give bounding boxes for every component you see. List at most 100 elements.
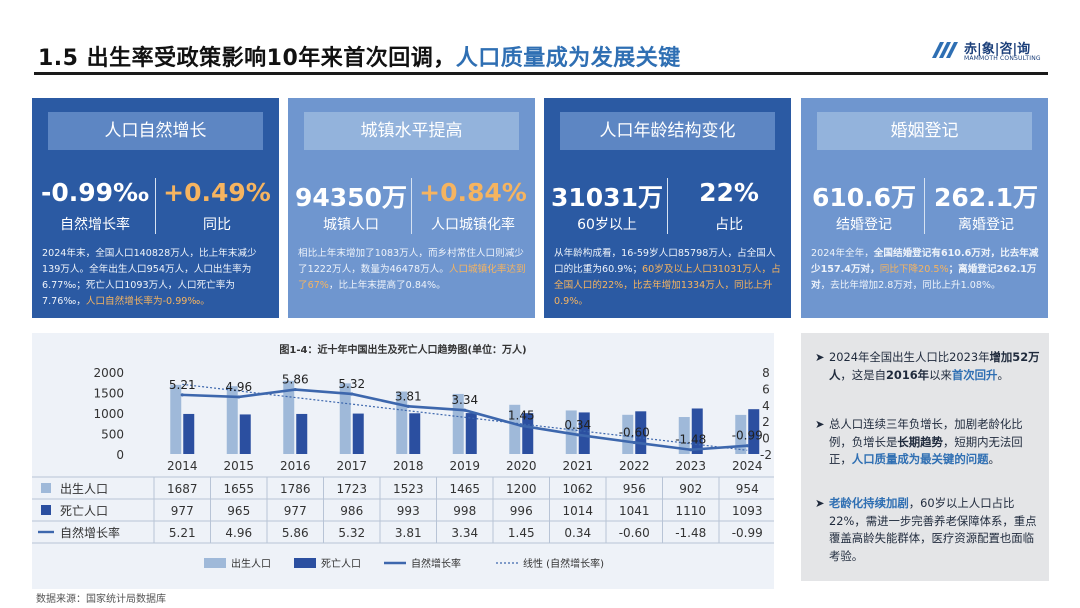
text-segment: 2016年: [885, 367, 930, 382]
table-cell: 5.86: [282, 526, 309, 540]
x-tick-label: 2021: [562, 459, 593, 473]
point-natural-growth-rate: [519, 424, 523, 428]
text-segment: 2024年全国出生人口比2023年: [829, 350, 990, 364]
data-label: 5.32: [338, 377, 365, 391]
data-label: -0.60: [619, 426, 650, 440]
x-tick-label: 2017: [336, 459, 367, 473]
point-natural-growth-rate: [293, 387, 297, 392]
y-left-tick-label: 0: [116, 448, 124, 462]
card-right-label: 离婚登记: [958, 217, 1014, 233]
text-segment: 老龄化持续加剧: [829, 496, 909, 510]
table-cell: 4.96: [225, 526, 252, 540]
card-description: 相比上年末增加了1083万人，而乡村常住人口则减少了1222万人，数量为4647…: [298, 246, 526, 294]
table-cell: 1465: [449, 482, 480, 496]
insight-item: ➤ 2024年全国出生人口比2023年增加52万人，这是自2016年以来首次回升…: [815, 349, 1043, 384]
text-segment: 60岁及以上人口31031万人，占全国人口的22%，比去年增加1334万人，同比…: [554, 264, 781, 307]
bar-births: [735, 414, 747, 454]
table-cell: 1.45: [508, 526, 535, 540]
table-cell: 977: [171, 504, 194, 518]
card-divider: [155, 178, 156, 234]
card-header: 婚姻登记: [817, 112, 1032, 150]
bar-births: [396, 391, 408, 454]
table-cell: 954: [736, 482, 759, 496]
trendline: [182, 383, 748, 451]
card-age-structure: 人口年龄结构变化 31031万 22% 60岁以上 占比 从年龄构成看，16-5…: [544, 98, 791, 318]
bar-deaths: [352, 413, 364, 454]
table-cell: 1062: [562, 482, 593, 496]
text-segment: 人口城镇化率达到了67%: [298, 264, 526, 291]
text-segment: 同比下降20.5%: [879, 264, 949, 275]
table-cell: 1014: [562, 504, 593, 518]
text-segment: 2024年全年，: [811, 248, 874, 259]
table-cell: 1110: [675, 504, 706, 518]
table-cell: 902: [679, 482, 702, 496]
legend-label: 死亡人口: [321, 557, 361, 570]
bar-births: [170, 384, 182, 454]
bar-deaths: [522, 413, 534, 454]
table-cell: 0.34: [564, 526, 591, 540]
card-left-label: 60岁以上: [577, 217, 637, 233]
text-segment: ，短期内无法回正，: [829, 434, 1023, 467]
table-cell: 1041: [619, 504, 650, 518]
card-divider: [667, 178, 668, 234]
chart-panel: 图1-4：近十年中国出生及死亡人口趋势图(单位：万人) 0 500 1000 1500 2…: [32, 333, 774, 589]
card-urbanization: 城镇水平提高 94350万 +0.84% 城镇人口 人口城镇化率 相比上年末增加…: [288, 98, 535, 318]
text-segment: ，60岁以上人口占比22%，需进一步完善养老保障体系，重点覆盖高龄失能群体，医疗…: [829, 496, 1037, 563]
table-cell: 1687: [167, 482, 198, 496]
point-natural-growth-rate: [576, 433, 580, 437]
bar-births: [452, 393, 464, 454]
card-divider: [924, 178, 925, 234]
bar-deaths: [748, 409, 760, 454]
card-description: 2024年末，全国人口140828万人，比上年末减少139万人。全年出生人口95…: [42, 246, 270, 310]
bar-deaths: [635, 411, 647, 454]
data-label: 3.81: [395, 389, 422, 403]
table-cell: 998: [453, 504, 476, 518]
bar-births: [565, 410, 577, 454]
text-segment: ，这是自: [840, 367, 886, 382]
text-segment: 全国结婚登记有610.6万对，比去年减少157.4万对，: [811, 248, 1039, 275]
bar-births: [226, 386, 238, 454]
table-cell: 3.34: [451, 526, 478, 540]
table-cell: 5.32: [338, 526, 365, 540]
table-cell: 1723: [336, 482, 367, 496]
card-description: 从年龄构成看，16-59岁人口85798万人，占全国人口的比重为60.9%；60…: [554, 246, 782, 310]
y-right-tick-label: 4: [762, 399, 770, 413]
table-cell: 993: [397, 504, 420, 518]
text-segment: ，比上年末提高了0.84%。: [328, 280, 446, 291]
card-left-label: 自然增长率: [60, 217, 130, 233]
card-header: 人口自然增长: [48, 112, 263, 150]
legend-label: 自然增长率: [411, 557, 461, 570]
y-left-tick-label: 1500: [93, 387, 124, 401]
text-segment: 长期趋势: [897, 434, 943, 449]
card-right-value: 22%: [699, 178, 759, 207]
card-left-label: 城镇人口: [323, 217, 379, 233]
table-cell: 977: [284, 504, 307, 518]
y-left-tick-label: 2000: [93, 366, 124, 380]
x-tick-label: 2022: [619, 459, 650, 473]
point-natural-growth-rate: [745, 444, 749, 448]
table-cell: 996: [510, 504, 533, 518]
table-cell: 1523: [393, 482, 424, 496]
table-row-label: 出生人口: [60, 482, 108, 496]
table-cell: 986: [340, 504, 363, 518]
legend-key: [294, 558, 316, 568]
card-marriage: 婚姻登记 610.6万 262.1万 结婚登记 离婚登记 2024年全年，全国结…: [801, 98, 1048, 318]
insight-item: ➤ 老龄化持续加剧，60岁以上人口占比22%，需进一步完善养老保障体系，重点覆盖…: [815, 495, 1043, 565]
text-segment: 。: [988, 452, 1000, 466]
triangle-bullet-icon: ➤: [815, 496, 825, 510]
point-natural-growth-rate: [237, 395, 241, 399]
card-divider: [411, 178, 412, 234]
table-cell: -0.99: [732, 526, 763, 540]
point-natural-growth-rate: [406, 404, 410, 408]
text-segment: 人口质量成为最关键的问题: [851, 452, 989, 466]
x-tick-label: 2015: [223, 459, 254, 473]
legend-key: [204, 558, 226, 568]
insight-item: ➤ 总人口连续三年负增长，加剧老龄化比例，负增长是长期趋势，短期内无法回正，人口…: [815, 416, 1043, 469]
table-cell: 1655: [223, 482, 254, 496]
table-legend-key: [41, 505, 51, 515]
text-segment: 。: [997, 367, 1009, 382]
card-right-value: +0.84%: [419, 178, 527, 207]
company-logo: 赤|象|咨|询 MAMMOTH CONSULTING: [930, 36, 1050, 66]
bar-births: [678, 417, 690, 454]
table-cell: -0.60: [619, 526, 650, 540]
